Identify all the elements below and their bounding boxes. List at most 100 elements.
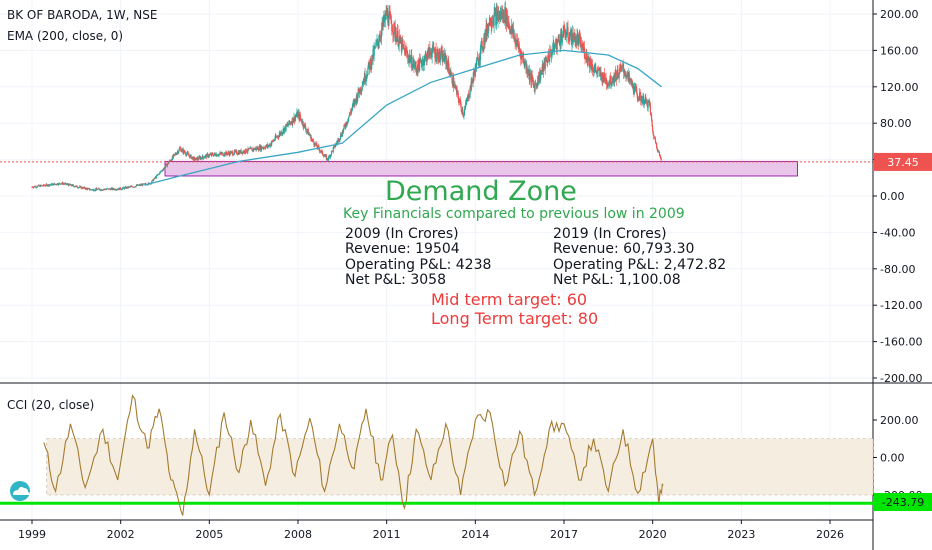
candle-body	[207, 154, 209, 157]
candle-body	[390, 15, 392, 17]
candle-body	[375, 42, 378, 44]
indicator-label: EMA (200, close, 0)	[7, 29, 123, 43]
candle-body	[354, 99, 357, 100]
candle-body	[328, 156, 330, 160]
candle-body	[409, 55, 411, 63]
candle-body	[171, 156, 173, 161]
candle-body	[242, 151, 244, 154]
candle-body	[412, 63, 414, 69]
candle-body	[42, 185, 44, 187]
candle-body	[481, 40, 483, 50]
candle-body	[638, 99, 640, 101]
candle-body	[477, 57, 479, 65]
candle-body	[206, 153, 208, 158]
candle-body	[513, 35, 515, 37]
candle-body	[350, 112, 352, 114]
candle-body	[302, 121, 304, 126]
price-tick-label: -80.00	[880, 263, 915, 276]
candle-body	[267, 144, 269, 147]
candle-body	[97, 189, 99, 190]
candle-body	[243, 150, 246, 153]
candle-body	[378, 41, 380, 43]
candle-body	[367, 61, 370, 69]
candle-body	[432, 44, 434, 51]
candle-body	[217, 155, 220, 157]
candle-body	[453, 77, 455, 88]
candle-body	[358, 88, 360, 93]
candle-body	[419, 58, 421, 61]
candle-body	[494, 11, 496, 14]
candle-body	[471, 78, 473, 82]
candle-body	[357, 96, 359, 101]
candle-body	[645, 97, 647, 102]
candle-body	[172, 154, 175, 158]
candle-body	[552, 49, 554, 53]
candle-body	[121, 189, 123, 191]
candle-body	[274, 139, 276, 141]
candle-body	[646, 99, 648, 106]
candle-body	[537, 75, 540, 83]
candle-body	[367, 68, 369, 76]
candle-body	[647, 101, 649, 108]
candle-body	[413, 60, 415, 68]
candle-body	[73, 186, 75, 187]
candle-body	[463, 114, 465, 116]
candle-body	[639, 92, 641, 95]
candle-body	[390, 16, 392, 24]
candle-body	[299, 114, 301, 119]
candle-body	[540, 73, 542, 80]
candle-body	[517, 40, 519, 44]
candle-body	[580, 46, 582, 48]
candle-body	[81, 188, 84, 189]
candle-body	[637, 98, 640, 101]
candle-body	[283, 128, 285, 133]
candle-body	[191, 157, 193, 159]
candle-body	[216, 154, 218, 156]
time-tick-label: 2002	[107, 528, 135, 541]
candlesticks[interactable]	[31, 1, 662, 192]
cloud-logo-icon[interactable]	[10, 481, 30, 501]
candle-body	[619, 67, 621, 74]
candle-body	[295, 116, 297, 118]
candle-body	[570, 29, 572, 45]
candle-body	[658, 151, 660, 152]
candle-body	[479, 47, 482, 60]
candle-body	[135, 185, 137, 187]
candle-body	[46, 184, 48, 185]
candle-body	[517, 43, 520, 49]
candle-body	[559, 33, 562, 45]
candle-body	[195, 158, 197, 160]
candle-body	[211, 153, 213, 155]
candle-body	[387, 10, 389, 23]
candle-body	[558, 36, 560, 40]
candle-body	[240, 150, 242, 154]
candle-body	[616, 77, 618, 81]
ema-line[interactable]	[144, 49, 662, 186]
candle-body	[380, 37, 382, 39]
price-axis[interactable]: 200.00160.00120.0080.0040.000.00-40.00-8…	[873, 8, 922, 385]
candle-body	[273, 140, 275, 142]
candle-body	[404, 48, 407, 56]
candle-body	[361, 85, 363, 90]
cci-label: CCI (20, close)	[7, 398, 94, 412]
candle-body	[440, 56, 442, 59]
candle-body	[60, 183, 63, 185]
time-tick-label: 2011	[373, 528, 401, 541]
time-axis[interactable]: 1999 2002 2005 2008 2011 2014 2017 2020 2023 2026	[18, 520, 844, 541]
candle-body	[287, 124, 289, 126]
candle-body	[197, 157, 199, 160]
cci-tick-label: 0.00	[880, 452, 905, 465]
cci-line[interactable]	[43, 394, 664, 516]
candle-body	[332, 147, 334, 152]
price-axis-bg[interactable]	[873, 0, 932, 520]
candle-body	[379, 36, 382, 38]
candle-body	[180, 148, 182, 152]
candle-body	[320, 151, 322, 153]
demand-zone-box[interactable]	[164, 160, 798, 177]
candle-body	[603, 72, 605, 79]
candle-body	[558, 39, 561, 45]
candle-body	[503, 10, 505, 21]
candle-body	[50, 184, 52, 186]
